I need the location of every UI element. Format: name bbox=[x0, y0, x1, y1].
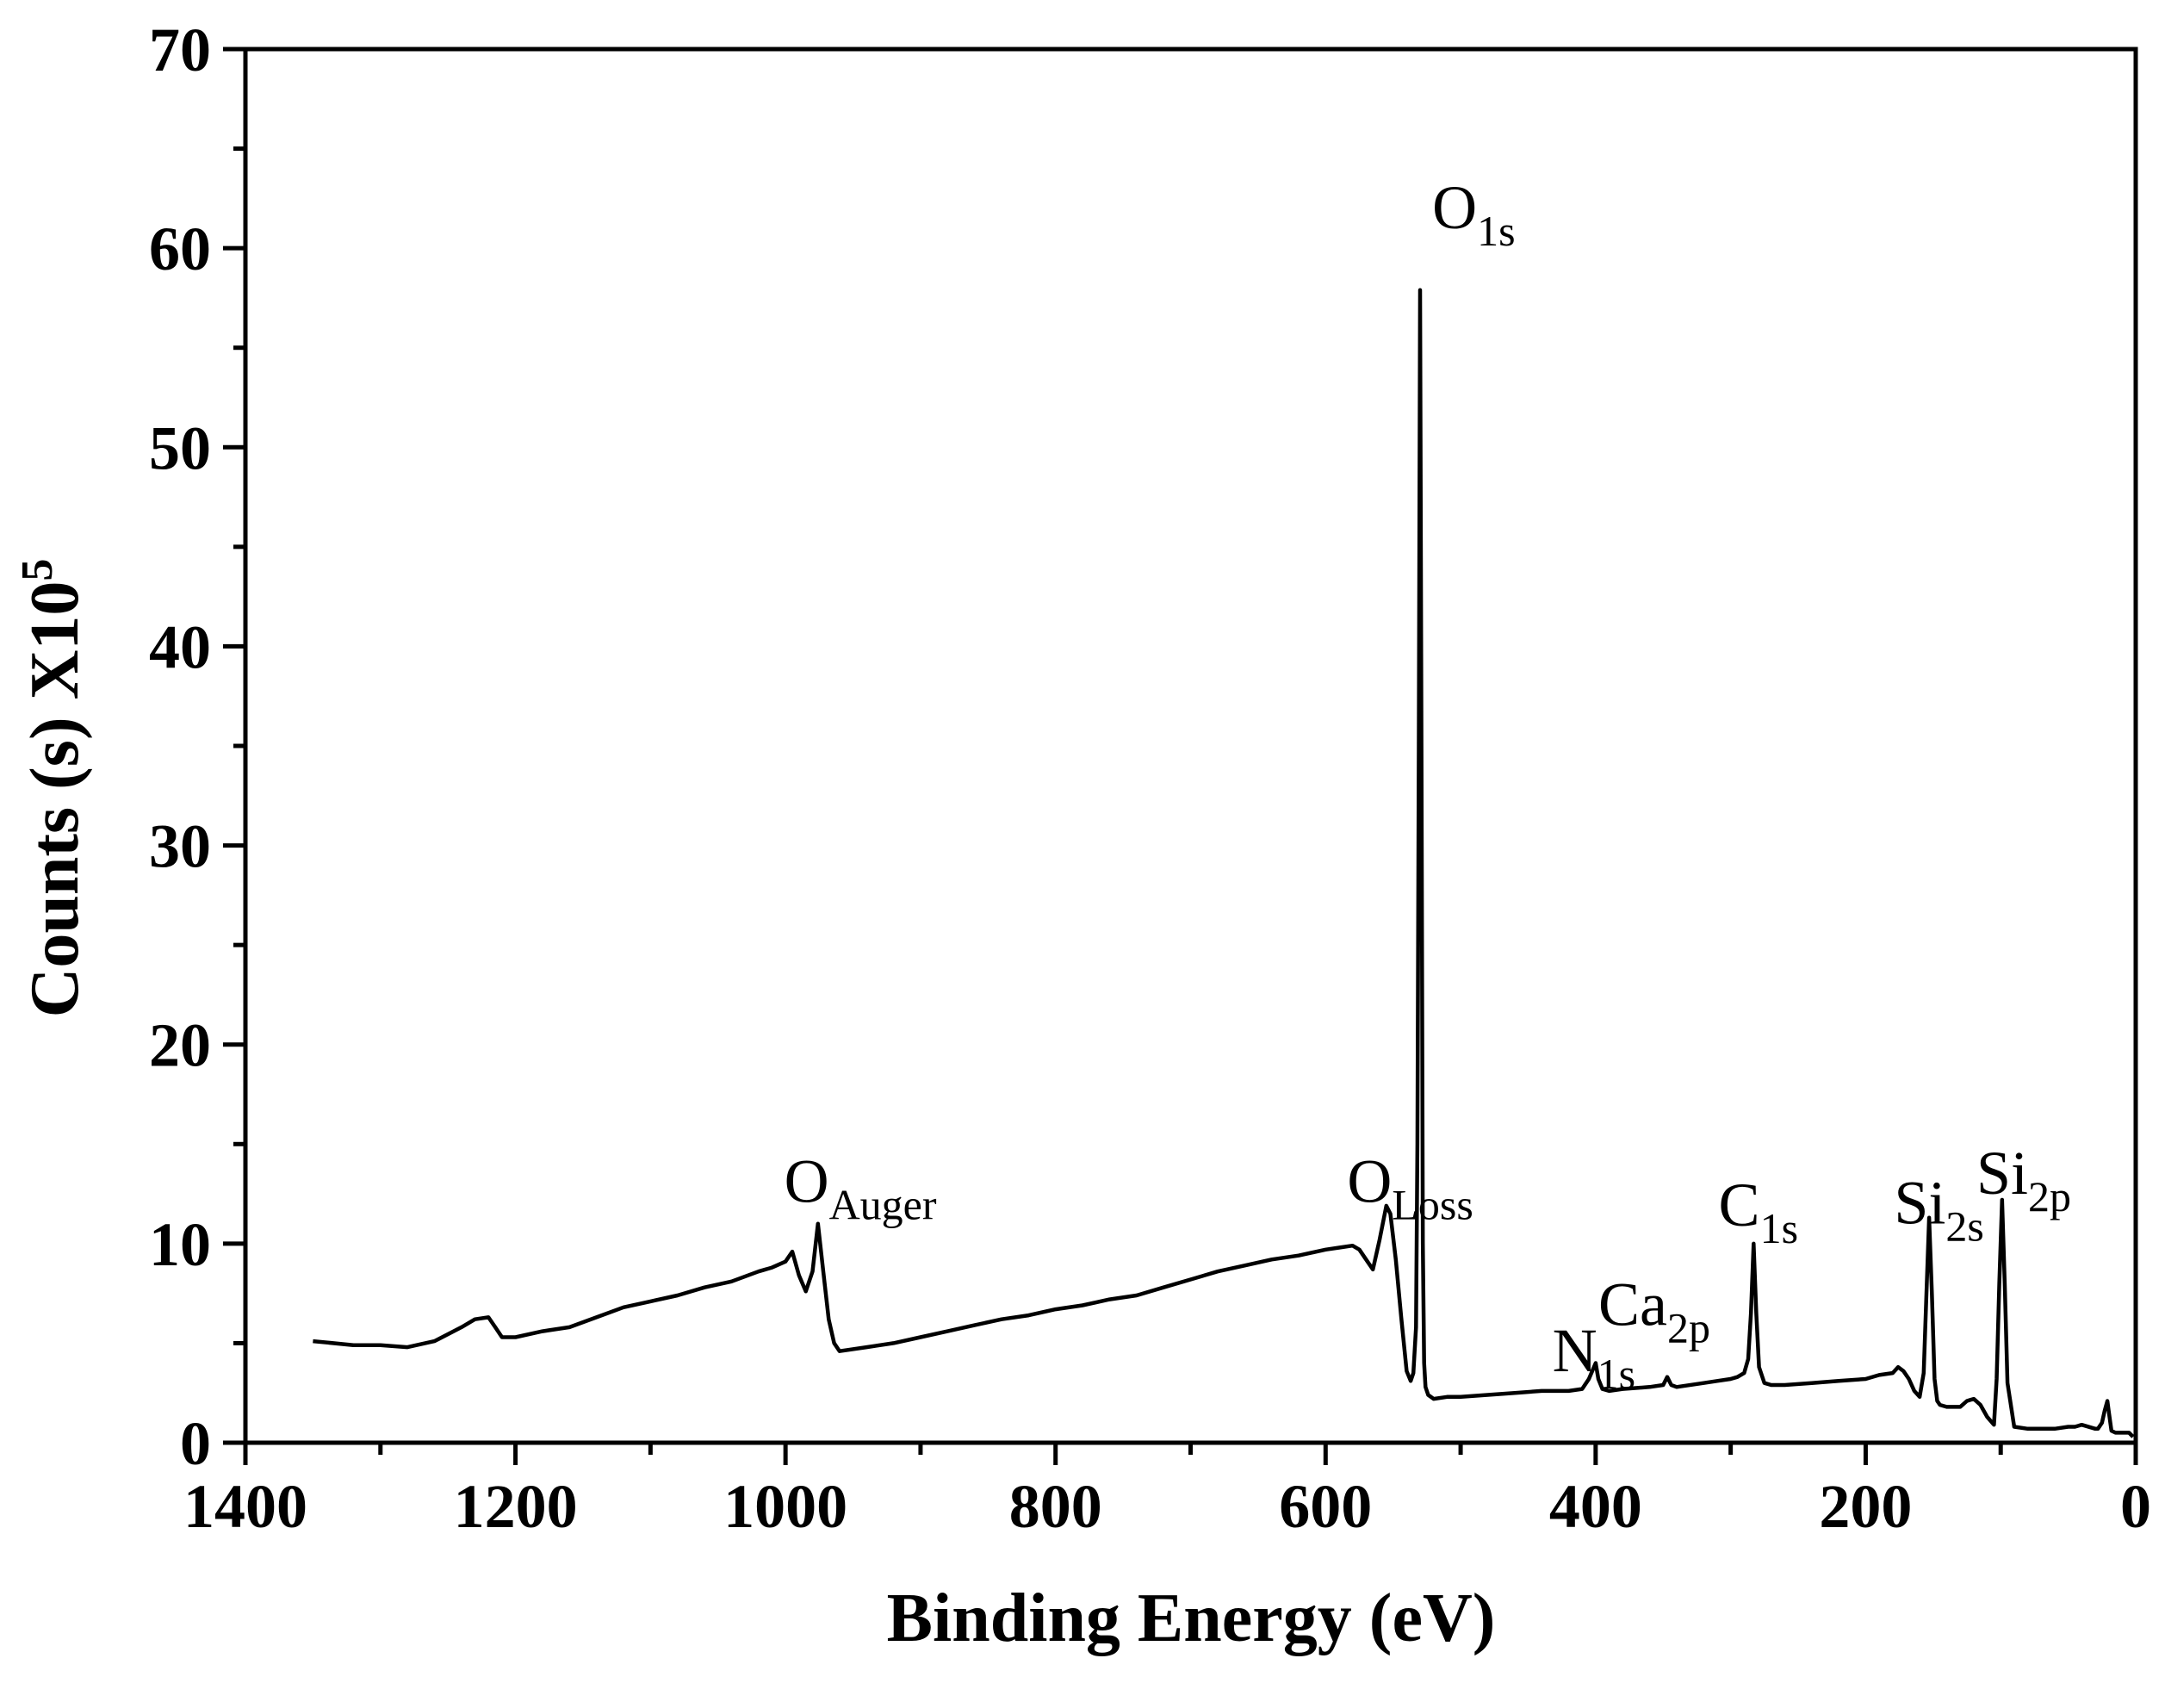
y-tick-label: 70 bbox=[149, 16, 211, 84]
y-axis: 0 10 20 30 40 50 60 70 bbox=[149, 16, 245, 1478]
x-tick-label: 800 bbox=[1009, 1472, 1102, 1541]
peak-label-orbital: 1s bbox=[1597, 1350, 1635, 1398]
peak-label-orbital: 2p bbox=[1667, 1304, 1710, 1352]
peak-label: Si2s bbox=[1894, 1169, 1984, 1251]
x-tick-label: 600 bbox=[1279, 1472, 1372, 1541]
peak-label: C1s bbox=[1719, 1171, 1799, 1252]
x-axis-title: Binding Energy (eV) bbox=[887, 1581, 1496, 1656]
peak-label: Si2p bbox=[1976, 1139, 2071, 1220]
y-tick-label: 10 bbox=[149, 1210, 211, 1279]
y-tick-label: 60 bbox=[149, 214, 211, 283]
x-tick-label: 1200 bbox=[454, 1472, 578, 1541]
y-tick-label: 0 bbox=[180, 1409, 211, 1478]
x-tick-label: 1400 bbox=[183, 1472, 307, 1541]
x-axis: 1400 1200 1000 800 600 400 200 0 bbox=[183, 1443, 2151, 1541]
peak-label-element: C bbox=[1719, 1171, 1760, 1239]
peak-label-element: O bbox=[1432, 173, 1477, 242]
peak-label-orbital: 1s bbox=[1477, 207, 1515, 255]
peak-label: O1s bbox=[1432, 173, 1515, 255]
peak-label: Ca2p bbox=[1598, 1270, 1710, 1352]
plot-frame bbox=[243, 47, 2138, 1445]
peak-label-element: Si bbox=[1976, 1139, 2028, 1208]
peak-label: OAuger bbox=[785, 1146, 937, 1228]
peak-label-orbital: Loss bbox=[1392, 1180, 1473, 1228]
y-tick-label: 40 bbox=[149, 612, 211, 681]
spectrum-line bbox=[313, 288, 2135, 1438]
y-axis-title-main: Counts (s) X10 bbox=[17, 581, 93, 1018]
peak-label: N1s bbox=[1553, 1316, 1635, 1398]
peak-label-orbital: 2p bbox=[2028, 1172, 2071, 1220]
y-axis-title: Counts (s) X105 bbox=[13, 559, 93, 1018]
peak-label-orbital: Auger bbox=[829, 1180, 937, 1228]
y-axis-title-sup: 5 bbox=[13, 559, 62, 581]
peak-label-element: N bbox=[1553, 1316, 1597, 1385]
y-tick-label: 50 bbox=[149, 413, 211, 482]
y-tick-label: 20 bbox=[149, 1011, 211, 1080]
peak-label-orbital: 1s bbox=[1760, 1204, 1798, 1252]
x-tick-label: 400 bbox=[1549, 1472, 1642, 1541]
x-tick-label: 200 bbox=[1819, 1472, 1912, 1541]
peak-label-element: Si bbox=[1894, 1169, 1945, 1238]
peak-label-element: Ca bbox=[1598, 1270, 1667, 1339]
x-tick-label: 1000 bbox=[723, 1472, 847, 1541]
y-tick-label: 30 bbox=[149, 812, 211, 881]
peak-label-element: O bbox=[785, 1146, 829, 1215]
peak-label-orbital: 2s bbox=[1945, 1202, 1983, 1251]
peak-label-element: O bbox=[1347, 1146, 1392, 1215]
peak-label: OLoss bbox=[1347, 1146, 1473, 1228]
x-tick-label: 0 bbox=[2120, 1472, 2151, 1541]
